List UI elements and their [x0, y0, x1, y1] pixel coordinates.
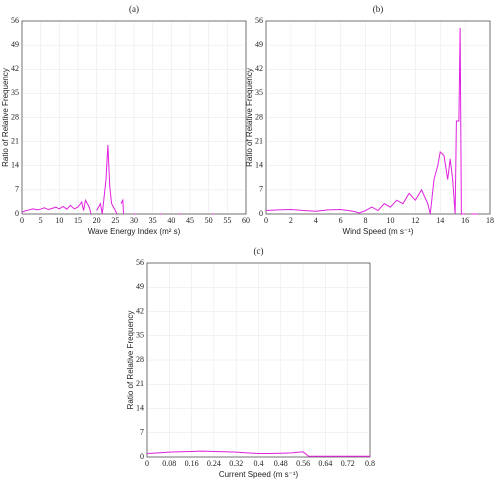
- x-tick-label: 0.48: [274, 459, 288, 468]
- x-tick-label: 0.4: [254, 459, 264, 468]
- y-tick-label: 7: [15, 185, 19, 194]
- x-tick-label: 40: [167, 216, 175, 225]
- x-tick-label: 4: [314, 216, 318, 225]
- y-tick-label: 21: [11, 136, 19, 145]
- y-tick-label: 49: [136, 282, 144, 291]
- x-tick-label: 45: [186, 216, 194, 225]
- y-tick-label: 14: [136, 403, 144, 412]
- y-tick-label: 56: [255, 16, 263, 25]
- x-tick-label: 18: [486, 216, 494, 225]
- x-tick-label: 10: [55, 216, 63, 225]
- x-tick-label: 0.8: [365, 459, 375, 468]
- x-tick-label: 16: [461, 216, 469, 225]
- chart-title: (a): [129, 4, 139, 14]
- x-tick-label: 12: [411, 216, 419, 225]
- y-axis-label: Ratio of Relative Frequency: [1, 68, 10, 167]
- data-line: [146, 450, 370, 457]
- y-tick-label: 42: [136, 306, 144, 315]
- x-tick-label: 0: [20, 216, 24, 225]
- y-tick-label: 0: [15, 209, 19, 218]
- y-tick-label: 7: [259, 185, 263, 194]
- chart-title: (c): [254, 246, 264, 256]
- x-tick-label: 35: [149, 216, 157, 225]
- y-tick-label: 7: [140, 428, 144, 437]
- chart-title: (b): [373, 4, 384, 14]
- y-tick-label: 14: [11, 161, 19, 170]
- x-tick-label: 0.72: [341, 459, 355, 468]
- x-tick-label: 2: [289, 216, 293, 225]
- y-tick-label: 56: [11, 16, 19, 25]
- x-tick-label: 0: [145, 459, 149, 468]
- y-axis-label: Ratio of Relative Frequency: [245, 68, 254, 167]
- x-tick-label: 0.24: [207, 459, 221, 468]
- y-axis-label: Ratio of Relative Frequency: [126, 311, 135, 410]
- y-tick-label: 28: [255, 112, 263, 121]
- y-tick-label: 35: [136, 331, 144, 340]
- x-tick-label: 14: [436, 216, 444, 225]
- x-tick-label: 0.56: [296, 459, 310, 468]
- x-axis-label: Wind Speed (m s⁻¹): [343, 227, 414, 236]
- y-tick-label: 0: [259, 209, 263, 218]
- y-tick-label: 21: [136, 379, 144, 388]
- x-tick-label: 15: [74, 216, 82, 225]
- x-tick-label: 0.16: [185, 459, 199, 468]
- y-tick-label: 35: [11, 88, 19, 97]
- plot-frame: [265, 20, 491, 215]
- y-tick-label: 42: [11, 64, 19, 73]
- x-tick-label: 5: [39, 216, 43, 225]
- x-axis-label: Current Speed (m s⁻¹): [219, 470, 299, 479]
- x-tick-label: 60: [242, 216, 250, 225]
- x-tick-label: 25: [111, 216, 119, 225]
- x-tick-label: 6: [339, 216, 343, 225]
- y-tick-label: 28: [136, 355, 144, 364]
- x-tick-label: 20: [93, 216, 101, 225]
- x-tick-label: 30: [130, 216, 138, 225]
- y-tick-label: 56: [136, 258, 144, 267]
- x-tick-label: 0.32: [229, 459, 243, 468]
- y-tick-label: 14: [255, 161, 263, 170]
- y-tick-label: 21: [255, 136, 263, 145]
- y-tick-label: 0: [140, 452, 144, 461]
- data-line: [21, 145, 215, 215]
- x-tick-label: 50: [205, 216, 213, 225]
- y-tick-label: 49: [255, 40, 263, 49]
- x-tick-label: 0.64: [318, 459, 332, 468]
- y-tick-label: 49: [11, 40, 19, 49]
- plot-frame: [146, 262, 371, 458]
- y-tick-label: 35: [255, 88, 263, 97]
- x-tick-label: 55: [223, 216, 231, 225]
- data-line: [265, 27, 478, 215]
- x-tick-label: 8: [364, 216, 368, 225]
- y-tick-label: 42: [255, 64, 263, 73]
- x-tick-label: 0.08: [162, 459, 176, 468]
- y-tick-label: 28: [11, 112, 19, 121]
- x-axis-label: Wave Energy Index (m² s): [88, 227, 181, 236]
- x-tick-label: 0: [264, 216, 268, 225]
- x-tick-label: 10: [386, 216, 394, 225]
